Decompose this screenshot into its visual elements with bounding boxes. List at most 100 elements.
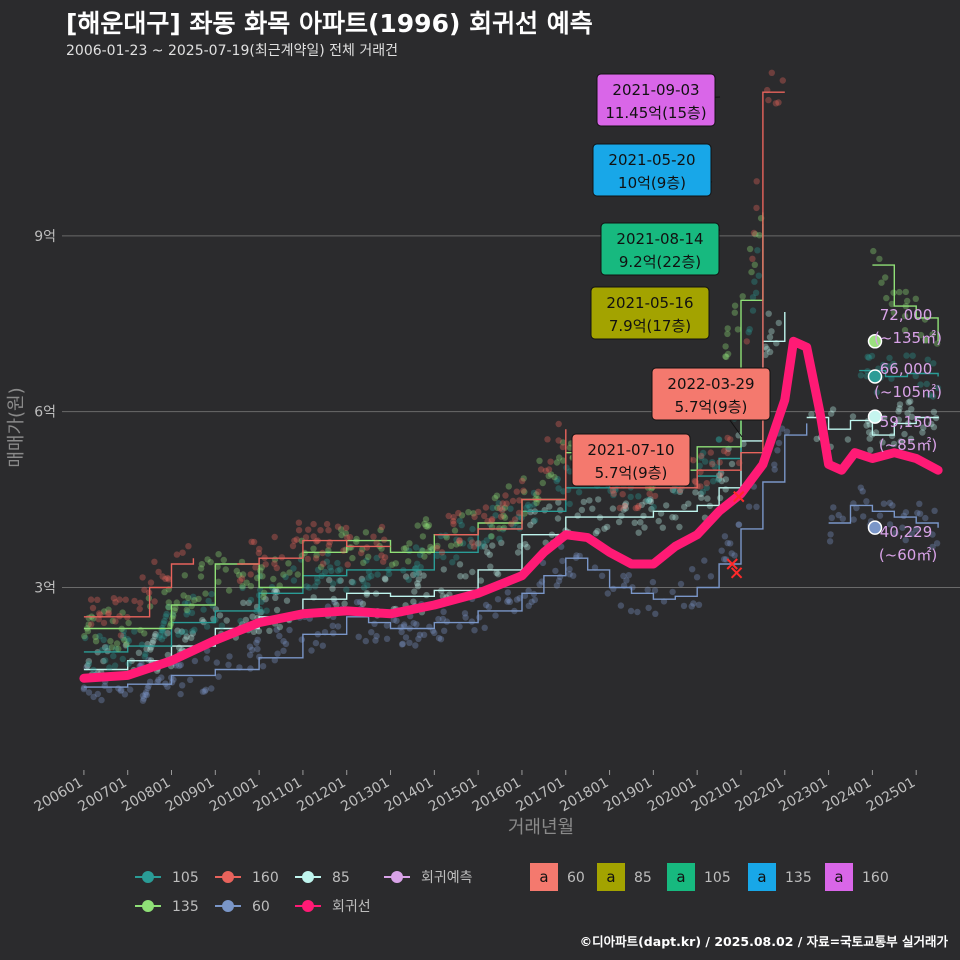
- scatter-point: [556, 454, 563, 461]
- scatter-point: [498, 539, 505, 546]
- scatter-point: [141, 653, 148, 660]
- scatter-point: [450, 514, 457, 521]
- scatter-point: [772, 100, 780, 107]
- scatter-point: [355, 633, 362, 640]
- scatter-point: [752, 231, 759, 238]
- scatter-point: [159, 573, 166, 580]
- scatter-point: [364, 582, 371, 589]
- regression-path: [79, 336, 943, 683]
- scatter-point: [225, 587, 233, 594]
- scatter-point: [904, 409, 911, 417]
- scatter-point: [554, 475, 561, 483]
- series-line: [806, 416, 939, 436]
- scatter-point: [494, 571, 502, 578]
- scatter-point: [101, 682, 109, 689]
- scatter-point: [853, 504, 860, 512]
- scatter-point: [411, 588, 418, 595]
- scatter-point: [164, 574, 171, 582]
- scatter-point: [142, 691, 149, 698]
- scatter-point: [698, 494, 705, 501]
- scatter-point: [536, 581, 543, 588]
- scatter-point: [261, 589, 268, 596]
- scatter-point: [749, 307, 757, 314]
- scatter-point: [715, 475, 723, 482]
- scatter-point: [693, 574, 701, 581]
- scatter-point: [521, 488, 528, 496]
- scatter-point: [778, 425, 786, 432]
- scatter-point: [775, 319, 782, 327]
- scatter-point: [718, 547, 725, 554]
- scatter-point: [589, 505, 596, 512]
- scatter-point: [505, 483, 512, 490]
- scatter-point: [94, 596, 101, 603]
- scatter-point: [204, 556, 211, 563]
- scatter-point: [889, 502, 896, 509]
- scatter-point: [247, 582, 255, 590]
- scatter-point: [247, 665, 254, 672]
- scatter-point: [609, 487, 617, 494]
- scatter-point: [414, 580, 421, 587]
- scatter-point: [929, 393, 937, 400]
- scatter-point: [698, 454, 705, 461]
- scatter-point: [635, 529, 642, 536]
- scatter-point: [165, 603, 172, 610]
- scatter-point: [100, 619, 108, 627]
- scatter-point: [689, 566, 696, 573]
- scatter-point: [895, 408, 902, 415]
- scatter-point: [280, 571, 287, 578]
- scatter-point: [110, 595, 118, 602]
- scatter-point: [399, 640, 406, 647]
- scatter-point: [456, 623, 463, 630]
- scatter-point: [631, 519, 638, 526]
- scatter-point: [717, 472, 724, 479]
- scatter-point: [247, 571, 254, 578]
- scatter-point: [319, 642, 326, 649]
- scatter-point: [771, 466, 778, 473]
- scatter-point: [252, 564, 259, 571]
- scatter-point: [273, 626, 280, 633]
- scatter-point: [337, 526, 345, 533]
- scatter-point: [308, 647, 315, 654]
- legend-box-label: 85: [634, 870, 652, 886]
- scatter-point: [402, 573, 410, 580]
- scatter-point: [555, 499, 562, 506]
- scatter-point: [87, 596, 95, 603]
- scatter-point: [555, 420, 562, 428]
- scatter-point: [510, 522, 517, 529]
- scatter-point: [337, 566, 344, 573]
- scatter-point: [880, 361, 887, 369]
- annotation-date: 2022-03-29: [667, 375, 754, 393]
- scatter-point: [203, 623, 211, 630]
- scatter-point: [437, 636, 445, 643]
- scatter-point: [162, 575, 169, 583]
- scatter-point: [365, 553, 372, 560]
- scatter-point: [555, 485, 562, 492]
- scatter-point: [383, 635, 391, 642]
- scatter-point: [610, 490, 617, 497]
- scatter-point: [383, 622, 391, 629]
- scatter-point: [620, 506, 627, 513]
- scatter-point: [125, 637, 133, 645]
- scatter-point: [646, 497, 653, 504]
- scatter-point: [182, 636, 189, 643]
- scatter-point: [929, 531, 936, 538]
- scatter-point: [506, 598, 514, 605]
- scatter-point: [146, 678, 154, 685]
- scatter-point: [440, 553, 447, 561]
- scatter-point: [191, 626, 198, 633]
- scatter-point: [142, 650, 149, 658]
- scatter-point: [115, 645, 122, 653]
- scatter-point: [929, 543, 936, 551]
- scatter-point: [179, 549, 186, 556]
- scatter-point: [325, 527, 332, 534]
- scatter-point: [398, 641, 406, 648]
- scatter-point: [398, 628, 405, 636]
- scatter-point: [621, 502, 629, 509]
- scatter-point: [701, 557, 708, 564]
- scatter-point: [102, 657, 109, 664]
- scatter-point: [669, 514, 676, 521]
- scatter-point: [105, 609, 113, 616]
- scatter-point: [405, 576, 412, 583]
- scatter-point: [885, 363, 892, 370]
- annotation-price: 10억(9층): [618, 174, 686, 192]
